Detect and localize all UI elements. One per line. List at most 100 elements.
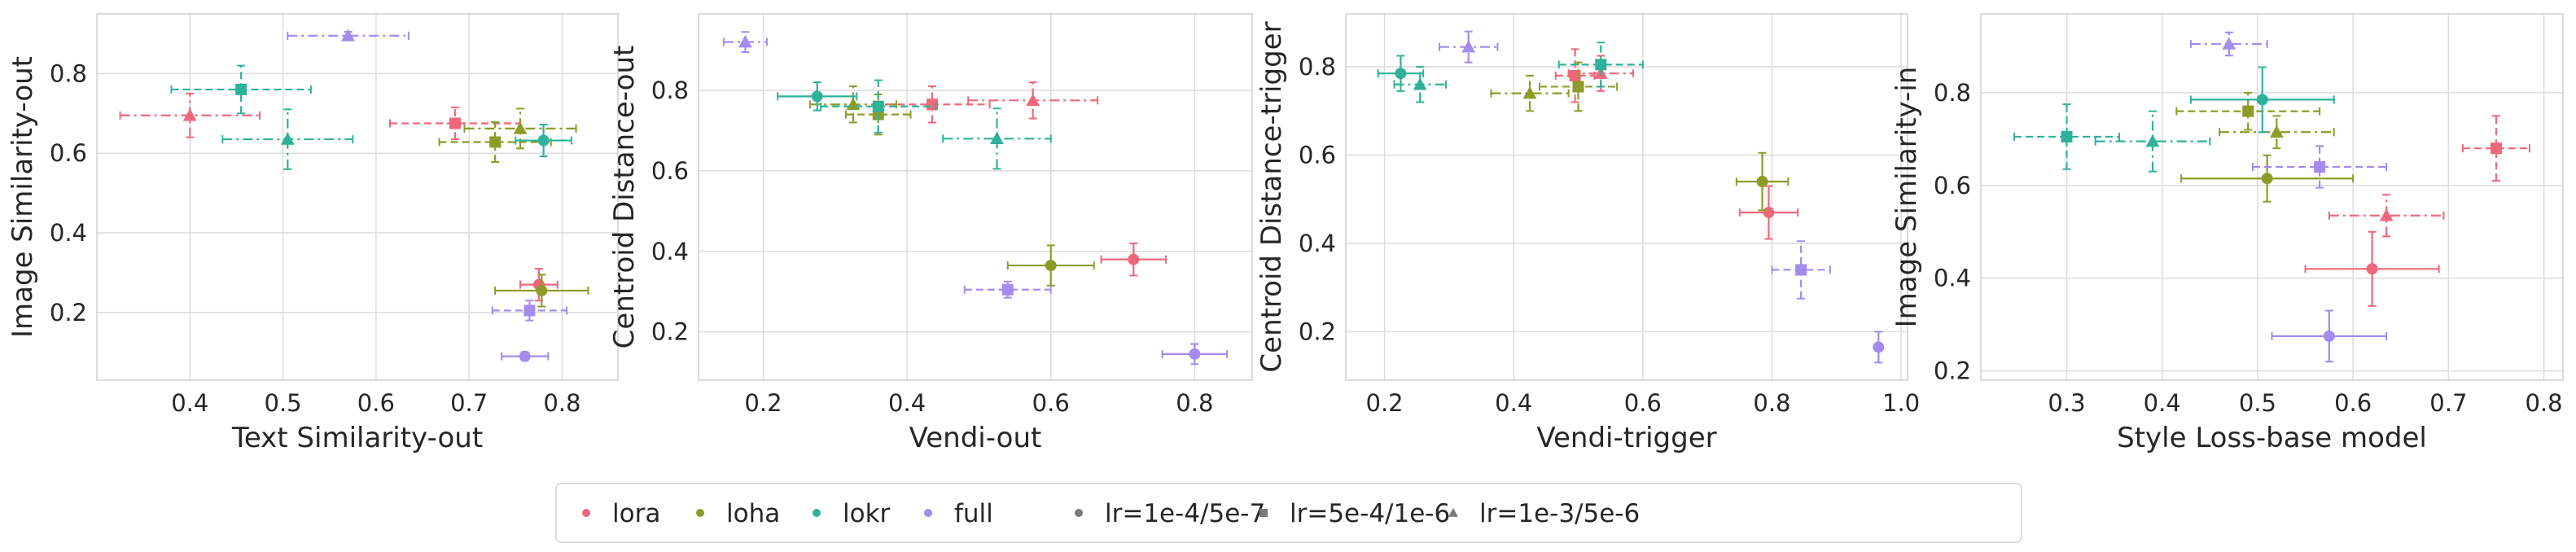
point-marker [524, 304, 536, 317]
chart-panel-4: 0.3 0.4 0.5 0.6 0.7 0.8 0.2 0.4 0.6 0.8 Style Loss… [1890, 13, 2564, 454]
point-marker [182, 108, 197, 121]
y-tick-label: 0.8 [50, 59, 87, 87]
data-point [1490, 74, 1570, 112]
point-marker [2261, 173, 2273, 185]
point-marker [811, 90, 823, 103]
point-marker [2269, 125, 2284, 138]
x-tick-label: 0.8 [2525, 389, 2562, 417]
series-full [287, 28, 568, 362]
data-point [2189, 31, 2268, 57]
chart-panels: 0.4 0.5 0.6 0.7 0.8 0.2 0.4 0.6 0.8 Text Similari… [7, 13, 2564, 454]
data-point [2013, 103, 2120, 170]
x-axis-label: Vendi-trigger [1536, 422, 1716, 454]
data-point [967, 81, 1099, 120]
point-marker [1001, 283, 1014, 296]
point-marker [2314, 160, 2326, 173]
series-lora [874, 81, 1168, 277]
y-tick-label: 0.4 [50, 219, 87, 247]
chart-panel-2: 0.2 0.4 0.6 0.8 0.2 0.4 0.6 0.8 Vendi-out Centroi… [608, 13, 1253, 454]
x-tick-label: 0.2 [744, 389, 782, 417]
data-point [1161, 343, 1229, 366]
x-tick-label: 0.7 [450, 389, 488, 417]
series-lokr [777, 79, 1052, 170]
point-marker [1045, 260, 1057, 272]
point-marker [2323, 330, 2335, 342]
point-marker [2256, 94, 2268, 106]
data-point [389, 106, 521, 141]
chart-panel-3: 0.2 0.4 0.6 0.8 1.0 0.2 0.4 0.6 0.8 Vendi-trigger… [1255, 13, 1920, 454]
point-marker [449, 117, 461, 129]
legend-marker [813, 509, 821, 517]
legend-label: lr=1e-4/5e-7 [1105, 499, 1265, 528]
data-point [1439, 30, 1499, 64]
y-axis-label: Centroid Distance-trigger [1255, 21, 1288, 372]
x-tick-label: 0.6 [357, 389, 395, 417]
point-marker [1756, 176, 1768, 188]
data-point [2271, 309, 2388, 363]
data-point [1538, 61, 1619, 112]
plot-frame [1980, 13, 2564, 381]
grid [97, 14, 618, 380]
legend-label: lr=5e-4/1e-6 [1290, 499, 1450, 528]
series-lora [119, 92, 559, 302]
data-point [777, 81, 858, 112]
x-tick-label: 0.4 [888, 389, 926, 417]
legend-marker [1260, 509, 1268, 517]
legend-item: lokr [813, 499, 891, 528]
data-point [2094, 110, 2211, 173]
x-tick-label: 0.8 [1753, 389, 1790, 417]
data-point [820, 79, 937, 134]
point-marker [1873, 341, 1885, 353]
legend-label: full [954, 499, 993, 528]
point-marker [1795, 264, 1807, 276]
x-tick-label: 0.6 [2334, 389, 2372, 417]
legend-label: lr=1e-3/5e-6 [1479, 499, 1640, 528]
x-tick-label: 0.6 [1032, 389, 1070, 417]
data-point [1771, 240, 1831, 300]
legend-marker [1075, 509, 1083, 517]
point-marker [341, 28, 355, 42]
point-marker [2222, 37, 2236, 50]
y-tick-label: 0.6 [50, 139, 87, 167]
point-marker [2379, 208, 2394, 221]
point-marker [519, 350, 531, 362]
point-marker [1763, 206, 1775, 218]
series-lokr [170, 64, 572, 170]
data-point [1006, 244, 1095, 287]
x-tick-label: 0.7 [2429, 389, 2467, 417]
point-marker [280, 132, 295, 145]
point-marker [2242, 105, 2254, 117]
plot-frame [96, 13, 619, 381]
y-tick-label: 0.4 [651, 238, 689, 265]
y-tick-label: 0.6 [651, 157, 689, 185]
plot-frame [698, 13, 1253, 381]
grid [699, 14, 1252, 380]
legend-marker [582, 509, 590, 517]
point-marker [2490, 142, 2502, 155]
series-loha [438, 107, 589, 308]
point-marker [1572, 81, 1584, 93]
x-tick-label: 0.8 [1176, 389, 1213, 417]
legend-marker [696, 509, 704, 517]
point-marker [1128, 253, 1140, 265]
data-point [2219, 115, 2335, 150]
series-loha [1490, 61, 1790, 212]
data-point [463, 107, 577, 150]
legend: lora loha lokr full lr=1e-4/5e-7 lr=5e-4/1e-6… [555, 483, 2022, 543]
point-marker [1595, 59, 1607, 71]
legend-item: lora [582, 499, 660, 528]
y-tick-label: 0.4 [1299, 230, 1336, 257]
x-tick-label: 0.6 [1624, 389, 1662, 417]
x-tick-label: 0.8 [543, 389, 580, 417]
legend-item: lr=5e-4/1e-6 [1260, 499, 1450, 528]
point-marker [1413, 77, 1427, 90]
data-point [2175, 91, 2321, 131]
data-point [491, 300, 568, 322]
data-point [1738, 185, 1799, 240]
plot-frame [1345, 13, 1908, 381]
point-marker [1461, 40, 1476, 53]
x-tick-label: 0.3 [2048, 389, 2085, 417]
y-axis-label: Image Similarity-out [7, 56, 39, 338]
y-tick-label: 0.6 [1934, 172, 1971, 199]
